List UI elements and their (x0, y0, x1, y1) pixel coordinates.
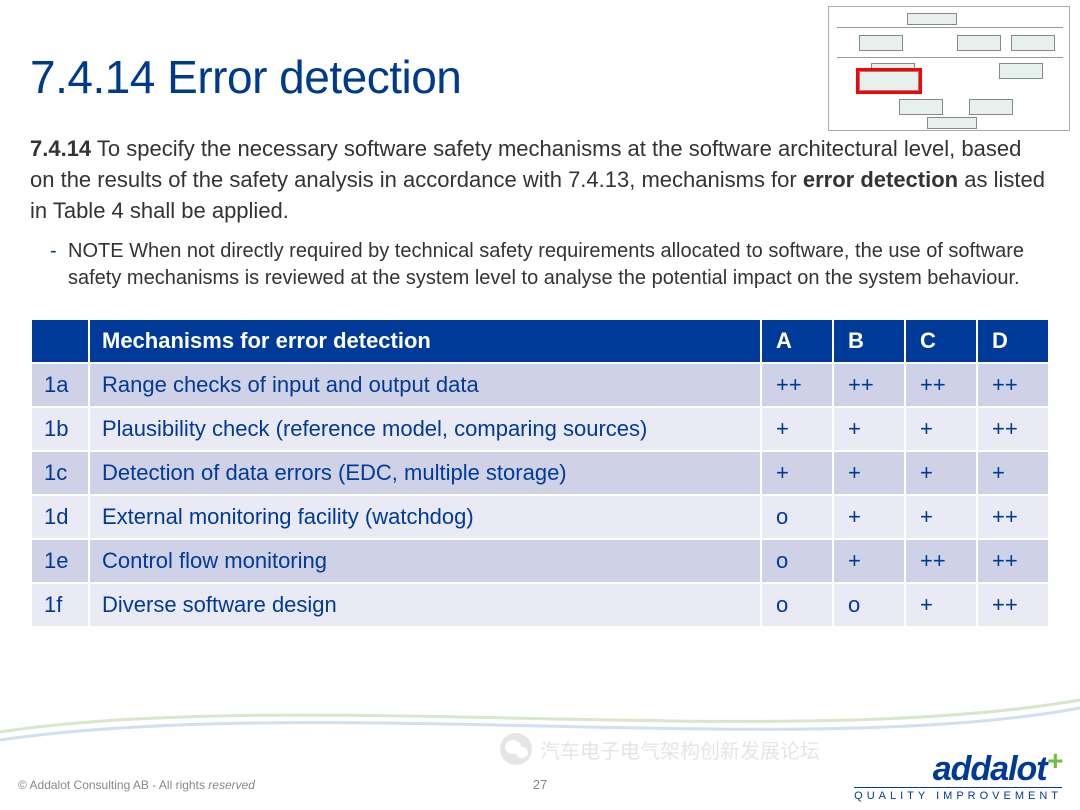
cell-d: ++ (977, 495, 1049, 539)
cell-d: ++ (977, 583, 1049, 627)
note-dash: - (50, 238, 57, 265)
table-row: 1e Control flow monitoring o + ++ ++ (31, 539, 1049, 583)
vmodel-box (907, 13, 957, 25)
cell-d: + (977, 451, 1049, 495)
table-row: 1f Diverse software design o o + ++ (31, 583, 1049, 627)
copyright-reserved: reserved (208, 778, 255, 792)
copyright: © Addalot Consulting AB - All rights res… (18, 778, 255, 792)
logo-subtitle: QUALITY IMPROVEMENT (854, 787, 1062, 802)
cell-c: + (905, 583, 977, 627)
logo-main: addalot+ (854, 754, 1062, 785)
th-col-a: A (761, 319, 833, 363)
slide-root: 7.4.14 Error detection 7.4.14 To specify… (0, 0, 1080, 810)
table-header-row: Mechanisms for error detection A B C D (31, 319, 1049, 363)
note-block: - NOTE When not directly required by tec… (68, 238, 1050, 292)
cell-a: + (761, 407, 833, 451)
cell-d: ++ (977, 407, 1049, 451)
cell-name: External monitoring facility (watchdog) (89, 495, 761, 539)
th-id (31, 319, 89, 363)
vmodel-box (927, 117, 977, 129)
cell-name: Range checks of input and output data (89, 363, 761, 407)
th-name: Mechanisms for error detection (89, 319, 761, 363)
cell-id: 1d (31, 495, 89, 539)
cell-id: 1c (31, 451, 89, 495)
note-text: NOTE When not directly required by techn… (68, 240, 1024, 289)
table-row: 1a Range checks of input and output data… (31, 363, 1049, 407)
cell-b: + (833, 539, 905, 583)
slide-footer: 汽车电子电气架构创新发展论坛 © Addalot Consulting AB -… (0, 680, 1080, 810)
cell-b: + (833, 451, 905, 495)
intro-bold-term: error detection (803, 167, 958, 192)
cell-id: 1b (31, 407, 89, 451)
logo-text: addalot (933, 750, 1047, 788)
section-number: 7.4.14 (30, 136, 91, 161)
cell-c: + (905, 451, 977, 495)
cell-c: ++ (905, 363, 977, 407)
vmodel-box (969, 99, 1013, 115)
copyright-prefix: © Addalot Consulting AB - All rights (18, 778, 208, 792)
cell-id: 1e (31, 539, 89, 583)
vmodel-box (859, 35, 903, 51)
vmodel-box (999, 63, 1043, 79)
addalot-logo: addalot+ QUALITY IMPROVEMENT (854, 754, 1062, 802)
wechat-watermark: 汽车电子电气架构创新发展论坛 (500, 733, 820, 765)
wechat-icon (500, 733, 532, 765)
cell-d: ++ (977, 363, 1049, 407)
intro-paragraph: 7.4.14 To specify the necessary software… (30, 134, 1050, 226)
table-row: 1b Plausibility check (reference model, … (31, 407, 1049, 451)
cell-a: + (761, 451, 833, 495)
cell-id: 1a (31, 363, 89, 407)
wechat-text: 汽车电子电气架构创新发展论坛 (540, 735, 820, 764)
cell-name: Plausibility check (reference model, com… (89, 407, 761, 451)
table-row: 1c Detection of data errors (EDC, multip… (31, 451, 1049, 495)
cell-b: o (833, 583, 905, 627)
cell-c: + (905, 495, 977, 539)
vmodel-line (837, 27, 1063, 28)
cell-id: 1f (31, 583, 89, 627)
cell-c: ++ (905, 539, 977, 583)
logo-plus-icon: + (1047, 745, 1062, 776)
cell-d: ++ (977, 539, 1049, 583)
table-row: 1d External monitoring facility (watchdo… (31, 495, 1049, 539)
cell-b: + (833, 407, 905, 451)
vmodel-box (899, 99, 943, 115)
cell-b: ++ (833, 363, 905, 407)
cell-a: ++ (761, 363, 833, 407)
cell-name: Diverse software design (89, 583, 761, 627)
cell-name: Control flow monitoring (89, 539, 761, 583)
vmodel-box (957, 35, 1001, 51)
vmodel-line (837, 57, 1063, 58)
vmodel-highlight (856, 68, 922, 94)
cell-a: o (761, 495, 833, 539)
vmodel-thumbnail (828, 6, 1070, 131)
vmodel-inner (829, 7, 1069, 130)
cell-a: o (761, 583, 833, 627)
cell-b: + (833, 495, 905, 539)
cell-name: Detection of data errors (EDC, multiple … (89, 451, 761, 495)
mechanisms-table: Mechanisms for error detection A B C D 1… (30, 318, 1050, 628)
page-number: 27 (533, 777, 547, 792)
vmodel-box (1011, 35, 1055, 51)
cell-c: + (905, 407, 977, 451)
th-col-b: B (833, 319, 905, 363)
cell-a: o (761, 539, 833, 583)
th-col-d: D (977, 319, 1049, 363)
th-col-c: C (905, 319, 977, 363)
